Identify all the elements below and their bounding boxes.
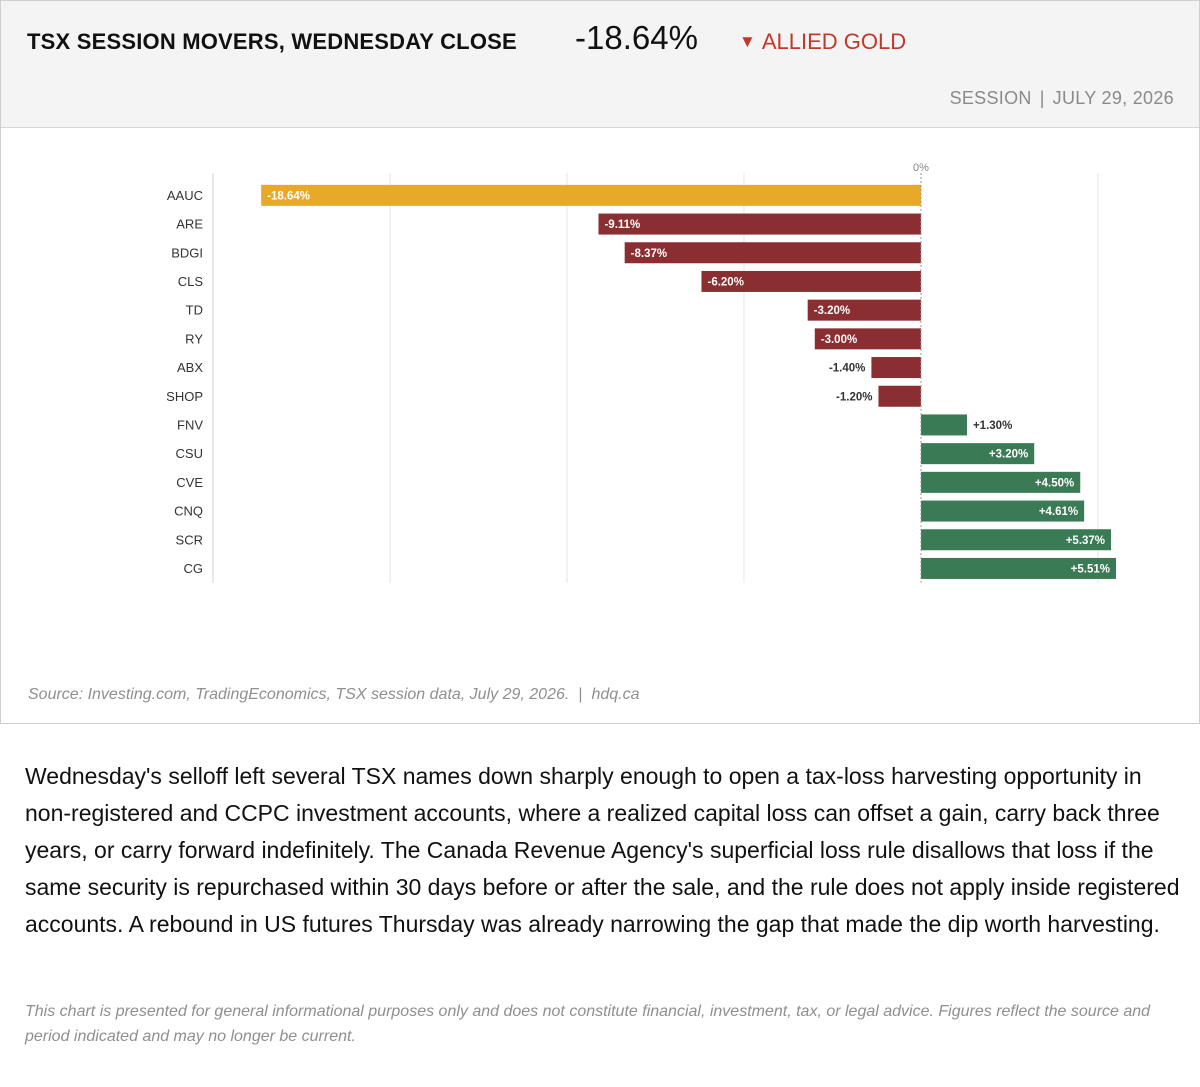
chart-header: TSX SESSION MOVERS, WEDNESDAY CLOSE -18.… [1,1,1199,128]
category-label: SCR [176,532,203,547]
bar-cve [920,471,1081,493]
category-label: CVE [176,475,203,490]
session-separator: | [1039,88,1045,108]
chart-title: TSX SESSION MOVERS, WEDNESDAY CLOSE [27,29,517,54]
headline-value: -18.64% [575,19,698,56]
bar-fnv [920,414,967,436]
bar-csu [920,443,1035,465]
down-arrow-icon: ▼ [739,32,756,51]
category-label: RY [185,331,203,346]
bar-cls [701,270,921,292]
bar-ry [814,328,921,350]
category-label: CLS [178,274,204,289]
category-label: ABX [177,360,203,375]
data-label: -18.64% [267,190,310,202]
source-separator: | [578,686,583,703]
data-label: +1.30% [973,420,1012,432]
bar-aauc [261,184,921,206]
bar-shop [878,385,921,407]
data-label: +5.51% [1071,563,1110,575]
data-label: -1.40% [829,363,865,375]
source-site: hdq.ca [591,686,640,703]
disclaimer: This chart is presented for general info… [25,1003,1151,1045]
data-label: +4.61% [1039,506,1078,518]
bar-scr [920,529,1112,551]
data-label: -3.00% [821,334,857,346]
category-label: TD [186,303,203,318]
data-label: +5.37% [1066,535,1105,547]
category-label: AAUC [167,188,203,203]
session-info: SESSION | JULY 29, 2026 [950,88,1174,109]
zero-label: 0% [913,162,929,174]
category-label: CG [184,561,204,576]
source-text: Source: Investing.com, TradingEconomics,… [28,686,570,703]
data-label: -8.37% [631,248,667,260]
data-label: -9.11% [604,219,640,231]
bar-chart: AAUC -18.64% ARE -9.11% BDGI -8.37% CLS -6.20% T… [166,162,1116,583]
bar-abx [871,357,921,379]
source-line: Source: Investing.com, TradingEconomics,… [28,686,640,704]
headline-mover: ▼ ALLIED GOLD [739,29,906,55]
headline-name: ALLIED GOLD [761,29,907,54]
session-date: JULY 29, 2026 [1052,88,1174,108]
chart-card: TSX SESSION MOVERS, WEDNESDAY CLOSE -18.… [0,0,1200,724]
bar-cnq [920,500,1085,522]
data-label: -1.20% [836,391,872,403]
bar-are [598,213,921,235]
data-label: -3.20% [814,305,850,317]
category-label: FNV [177,417,203,432]
session-label: SESSION [949,88,1032,108]
category-label: CSU [176,446,203,461]
bar-cg [920,557,1116,579]
bar-bdgi [624,242,921,264]
category-label: BDGI [171,245,203,260]
data-label: -6.20% [707,276,743,288]
category-label: SHOP [166,389,203,404]
data-label: +3.20% [989,449,1028,461]
category-label: CNQ [174,504,203,519]
data-label: +4.50% [1035,477,1074,489]
bar-td [807,299,921,321]
article-paragraph: Wednesday's selloff left several TSX nam… [25,763,1180,937]
category-label: ARE [176,217,203,232]
